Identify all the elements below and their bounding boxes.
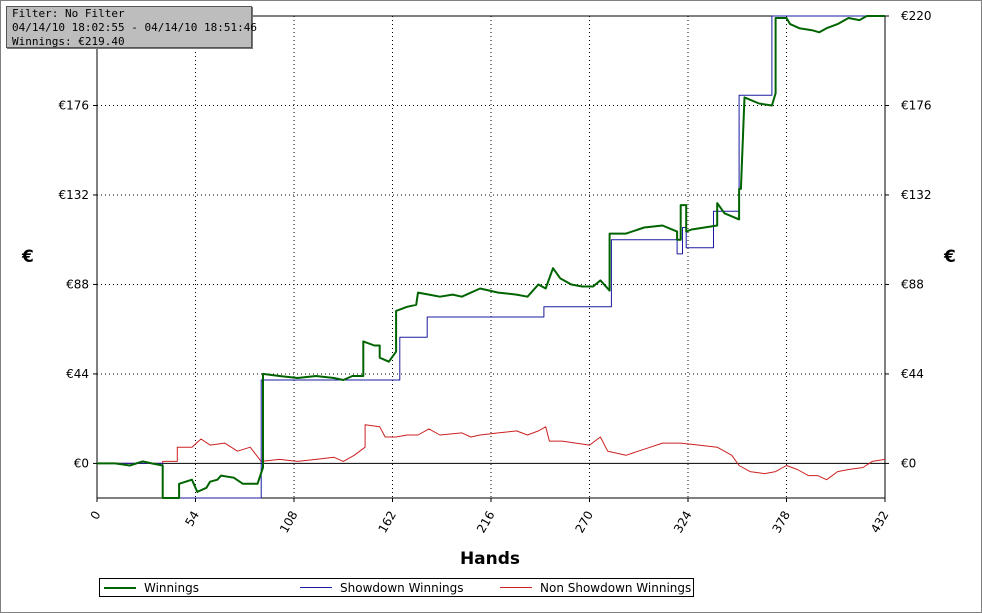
x-tick-label: 54: [182, 509, 202, 529]
filter-text: Filter: No Filter: [12, 7, 125, 20]
legend-swatch-non-showdown: [500, 587, 532, 588]
x-tick-label: 108: [277, 509, 301, 536]
legend-label-winnings: Winnings: [144, 580, 199, 595]
x-tick-label: 162: [376, 509, 400, 536]
series-line-winnings: [97, 15, 885, 499]
y-tick-label-left: €132: [58, 188, 89, 202]
info-box: Filter: No Filter 04/14/10 18:02:55 - 04…: [6, 6, 258, 48]
x-tick-label: 216: [474, 509, 498, 536]
x-tick-label: 0: [88, 509, 104, 523]
y-tick-label-left: €176: [58, 98, 89, 112]
legend-item-showdown: Showdown Winnings: [300, 579, 464, 596]
legend-item-winnings: Winnings: [104, 579, 199, 596]
y-axis-title-left: €: [22, 247, 34, 267]
winnings-text: Winnings: €219.40: [12, 35, 125, 48]
y-tick-label-right: €176: [901, 98, 932, 112]
x-tick-label: 270: [573, 509, 597, 536]
series-line-non-showdown: [97, 424, 886, 481]
series-line-showdown: [97, 15, 885, 499]
legend-swatch-winnings: [104, 586, 136, 589]
legend-label-showdown: Showdown Winnings: [340, 580, 464, 595]
x-axis-title: Hands: [459, 549, 521, 569]
y-tick-label-left: €88: [66, 277, 89, 291]
y-tick-label-left: €44: [66, 367, 89, 381]
legend: Winnings Showdown Winnings Non Showdown …: [99, 578, 694, 597]
legend-label-non-showdown: Non Showdown Winnings: [540, 580, 692, 595]
y-axis-title-right: €: [944, 247, 956, 267]
y-tick-label-left: €0: [74, 456, 89, 470]
y-tick-label-right: €88: [901, 277, 924, 291]
y-tick-label-right: €220: [901, 9, 932, 23]
legend-swatch-showdown: [300, 587, 332, 588]
x-tick-label: 378: [770, 509, 794, 536]
date-range-text: 04/14/10 18:02:55 - 04/14/10 18:51:46: [12, 21, 258, 34]
y-tick-label-right: €0: [901, 456, 916, 470]
legend-item-non-showdown: Non Showdown Winnings: [500, 579, 691, 596]
y-tick-label-right: €132: [901, 188, 932, 202]
x-tick-label: 432: [868, 509, 892, 536]
x-tick-label: 324: [671, 509, 695, 536]
y-tick-label-right: €44: [901, 367, 924, 381]
